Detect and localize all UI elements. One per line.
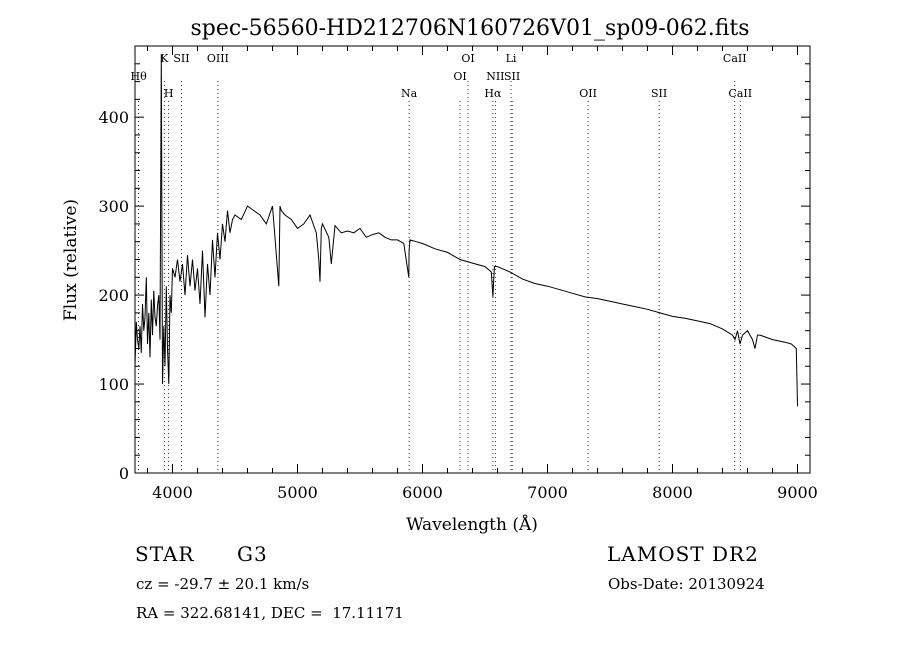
x-tick-label: 9000 [777, 483, 818, 502]
survey-name: LAMOST DR2 [607, 542, 759, 566]
line-label: SII [504, 70, 520, 83]
spectral-subclass: G3 [237, 542, 268, 566]
line-label: CaII [728, 87, 752, 100]
redshift-velocity: cz = -29.7 ± 20.1 km/s [136, 575, 310, 593]
line-label: Hθ [131, 70, 148, 83]
line-label: SII [173, 52, 189, 65]
line-label: Na [401, 87, 418, 100]
spectrum-series-line [134, 54, 798, 407]
x-tick-label: 8000 [652, 483, 693, 502]
line-label: SII [651, 87, 667, 100]
observation-date: Obs-Date: 20130924 [608, 575, 765, 593]
line-label: OI [453, 70, 466, 83]
chart-title: spec-56560-HD212706N160726V01_sp09-062.f… [190, 16, 749, 41]
y-tick-label: 100 [98, 375, 129, 394]
x-tick-label: 5000 [277, 483, 318, 502]
line-label: K [160, 52, 169, 65]
y-tick-label: 400 [98, 108, 129, 127]
x-tick-label: 6000 [402, 483, 443, 502]
sky-coordinates: RA = 322.68141, DEC = 17.11171 [136, 604, 404, 622]
line-label: OI [461, 52, 474, 65]
x-axis-label: Wavelength (Å) [406, 514, 538, 535]
line-label: Hα [484, 87, 502, 100]
y-tick-label: 200 [98, 286, 129, 305]
y-axis-label: Flux (relative) [61, 199, 81, 321]
axes: 4000 5000 6000 7000 8000 9000 0 100 200 300 400 [98, 45, 818, 502]
line-label: OII [579, 87, 597, 100]
line-label: Li [506, 52, 517, 65]
y-tick-label: 0 [119, 464, 129, 483]
line-label: OIII [207, 52, 229, 65]
x-tick-label: 4000 [152, 483, 193, 502]
y-tick-label: 300 [98, 197, 129, 216]
line-label: NII [486, 70, 504, 83]
object-type: STAR [135, 542, 195, 566]
line-label: CaII [723, 52, 747, 65]
line-label: H [164, 87, 174, 100]
plot-frame [134, 45, 811, 474]
x-tick-label: 7000 [527, 483, 568, 502]
